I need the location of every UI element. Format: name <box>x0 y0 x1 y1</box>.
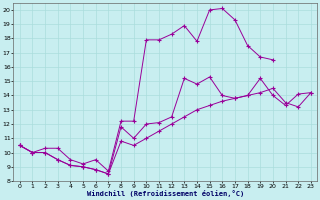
X-axis label: Windchill (Refroidissement éolien,°C): Windchill (Refroidissement éolien,°C) <box>87 190 244 197</box>
